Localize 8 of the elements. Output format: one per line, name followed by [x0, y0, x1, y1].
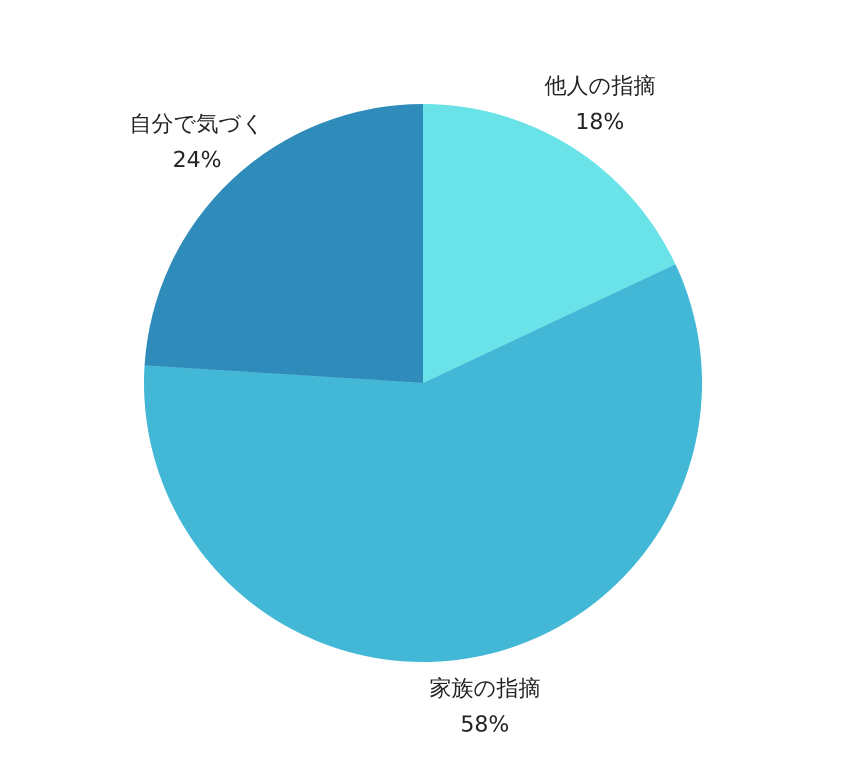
slice-label: 家族の指摘 [429, 676, 540, 702]
slice-label: 他人の指摘 [544, 74, 656, 99]
slice-label: 自分で気づく [130, 112, 265, 137]
data-label: 58% [460, 712, 510, 738]
data-label: 18% [575, 110, 624, 135]
pie-slice [423, 104, 676, 383]
pie-slice [144, 264, 702, 662]
data-label: 24% [172, 148, 222, 173]
